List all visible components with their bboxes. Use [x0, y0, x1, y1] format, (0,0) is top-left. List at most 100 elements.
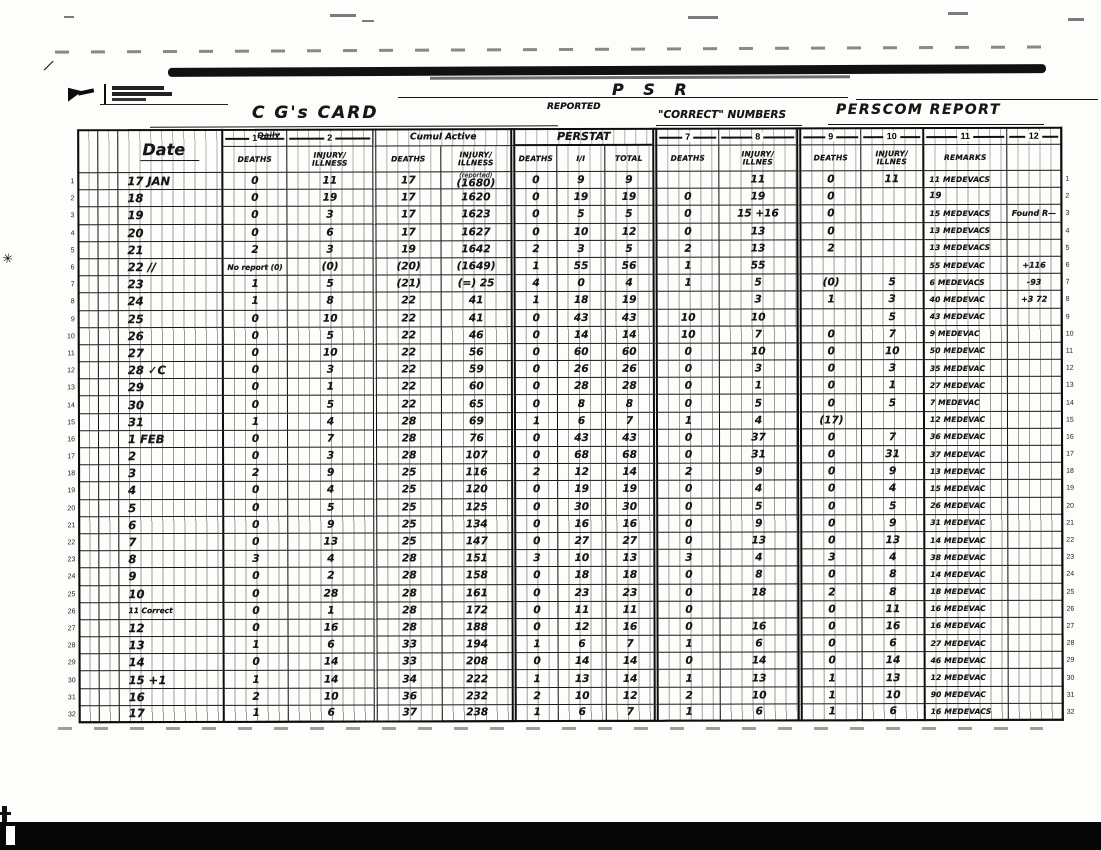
cell-perscom-deaths: 0	[796, 171, 861, 189]
cell-blank	[77, 276, 98, 294]
cell-perscom-injury: 13	[861, 532, 924, 550]
cell-correct-deaths: 0	[653, 652, 720, 671]
cell-illness-cum: 46	[440, 326, 511, 345]
cell-psr-deaths: 0	[510, 189, 557, 207]
cell-blank	[77, 413, 99, 432]
cell-psr-total: 19	[604, 188, 653, 207]
row-number-right: 16	[1066, 433, 1074, 441]
title-correct-numbers: "CORRECT" NUMBERS	[658, 109, 787, 121]
cell-psr-deaths: 0	[511, 601, 558, 620]
cell-correct-injury: 31	[719, 446, 798, 464]
cell-perscom-injury: 8	[861, 583, 924, 601]
cell-perscom-injury: 5	[860, 394, 923, 412]
cell-blank	[98, 465, 119, 483]
cell-date: 11 Correct	[118, 602, 223, 621]
title-reported: REPORTED	[547, 102, 601, 112]
cell-remarks: 9 MEDEVAC	[922, 325, 1007, 343]
cell-deaths-daily: 0	[222, 430, 288, 448]
cell-margin-note	[1007, 634, 1064, 653]
row-number-right: 3	[1065, 210, 1070, 218]
cell-deaths-cum: 28	[373, 567, 442, 586]
cell-perscom-deaths: 0	[796, 205, 861, 223]
row-number-right: 30	[1066, 674, 1075, 682]
cell-deaths-daily: 0	[222, 499, 288, 517]
cell-correct-deaths: 10	[652, 309, 719, 327]
cell-remarks: 40 MEDEVAC	[922, 291, 1007, 309]
cell-psr-total: 19	[604, 292, 653, 310]
cell-perscom-deaths: 2	[796, 239, 861, 258]
cell-correct-deaths: 3	[653, 549, 720, 568]
underline	[828, 124, 1044, 125]
cell-psr-deaths: 0	[511, 653, 558, 671]
cell-psr-deaths: 2	[511, 687, 558, 705]
cell-perscom-deaths: 1	[797, 686, 862, 705]
header-injury-daily: Injury/ Illness	[286, 146, 373, 173]
scan-artifact	[2, 806, 7, 824]
row-number-right: 15	[1065, 416, 1074, 424]
cell-psr-deaths: 0	[511, 515, 558, 534]
cell-deaths-cum: 19	[372, 241, 441, 259]
cell-perscom-deaths	[796, 257, 861, 275]
header-perscom-injury: Injury/ Illnes	[860, 145, 923, 172]
cell-injury-daily: 4	[286, 413, 374, 431]
cell-perscom-deaths: 3	[797, 549, 862, 567]
row-number-right: 8	[1065, 296, 1070, 304]
cell-perscom-deaths: 0	[797, 652, 862, 670]
cell-deaths-daily: 0	[222, 516, 288, 534]
cell-perscom-deaths: 0	[797, 463, 862, 481]
row-number-right: 17	[1066, 450, 1074, 458]
cell-perscom-deaths: 0	[796, 325, 861, 344]
cell-injury-daily: 3	[286, 361, 373, 379]
cell-illness-cum: 134	[441, 515, 512, 534]
cell-remarks: 13 MEDEVACS	[922, 222, 1007, 240]
cell-psr-injury: 11	[557, 601, 606, 619]
cell-blank	[98, 654, 119, 672]
cell-correct-injury: 13	[719, 532, 798, 550]
cell-illness-cum: 120	[441, 481, 512, 499]
row-number-left: 7	[70, 281, 75, 289]
cell-psr-injury: 6	[557, 704, 606, 723]
cell-perscom-deaths: (0)	[796, 274, 861, 292]
cell-psr-injury: 60	[556, 343, 605, 362]
underline	[398, 97, 848, 98]
row-number-left: 32	[67, 711, 76, 719]
cell-date: 21	[117, 241, 222, 260]
cell-illness-cum: 147	[441, 533, 512, 551]
cell-illness-cum: 222	[441, 670, 512, 688]
band-perstat-label: PERSTAT	[510, 127, 653, 147]
cell-psr-total: 19	[605, 481, 654, 499]
cell-perscom-injury	[860, 205, 923, 223]
cell-injury-daily: 9	[287, 516, 374, 534]
row-number-left: 29	[67, 659, 76, 667]
row-number-left: 3	[70, 212, 75, 220]
cell-psr-deaths: 0	[511, 584, 558, 602]
cell-blank	[97, 207, 118, 225]
cell-deaths-cum: 37	[373, 705, 442, 723]
cell-remarks: 15 MEDEVAC	[923, 480, 1008, 498]
cell-remarks: 18 MEDEVAC	[923, 583, 1008, 601]
cell-date: 29	[117, 379, 222, 397]
cell-psr-total: 11	[605, 601, 654, 619]
cell-margin-note	[1006, 239, 1063, 257]
cell-correct-injury: 55	[718, 257, 797, 275]
cell-psr-total: 7	[605, 704, 654, 722]
row-number-left: 15	[67, 419, 76, 427]
row-number-left: 25	[67, 590, 76, 598]
scan-artifact	[948, 12, 968, 15]
cell-remarks: 38 MEDEVAC	[923, 548, 1008, 567]
cell-deaths-cum: 22	[372, 344, 441, 362]
cell-correct-deaths: 1	[652, 257, 719, 275]
table-row: 32 17 1 6 37 238 1 6 7 1 6 1 6 16 MEDEVA…	[61, 703, 1082, 724]
cell-blank	[78, 568, 99, 586]
cell-psr-injury: 13	[557, 670, 606, 688]
cell-margin-note	[1007, 548, 1064, 567]
cell-date: 14	[118, 654, 223, 672]
cell-psr-total: 28	[604, 378, 653, 396]
cell-blank	[98, 448, 119, 466]
cell-blank	[77, 293, 98, 311]
row-number-right: 5	[1065, 244, 1070, 252]
cell-correct-deaths: 0	[652, 343, 719, 361]
cell-remarks: 14 MEDEVAC	[923, 566, 1008, 584]
cell-blank	[98, 585, 119, 603]
cell-blank	[78, 551, 99, 569]
